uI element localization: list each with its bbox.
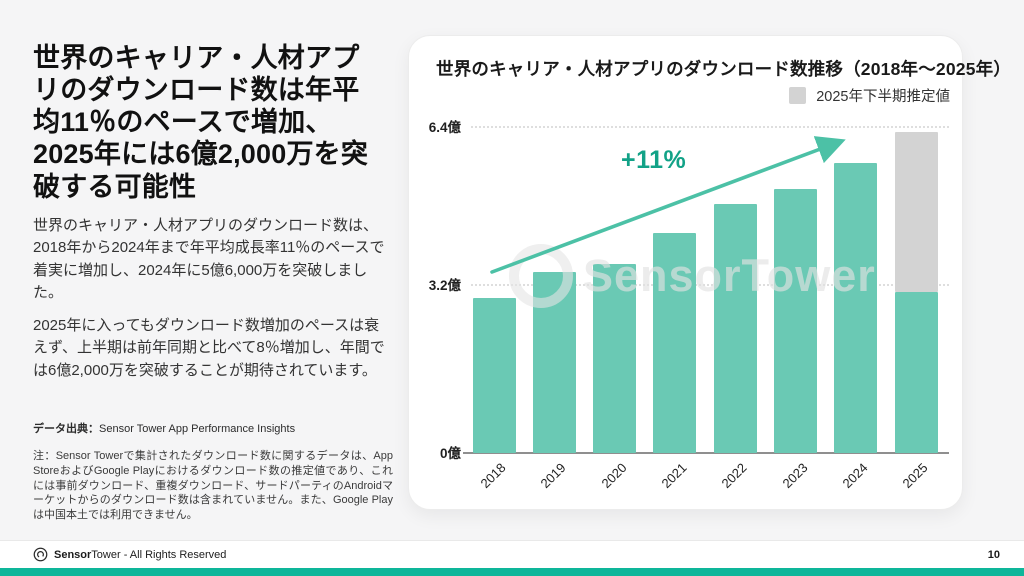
bar-2024 <box>834 162 878 453</box>
footer-brand: SensorTower - All Rights Reserved <box>33 547 226 562</box>
xlabel-2020: 2020 <box>598 460 630 492</box>
left-column: 世界のキャリア・人材アプリのダウンロード数は年平均11％のペースで増加、2025… <box>33 42 395 523</box>
bar-2025 <box>894 292 938 453</box>
chart-title: 世界のキャリア・人材アプリのダウンロード数推移（2018年〜2025年） <box>436 59 1012 79</box>
bar-2018 <box>472 297 516 453</box>
growth-annotation: +11% <box>621 146 687 174</box>
data-source-value: Sensor Tower App Performance Insights <box>99 423 296 436</box>
xlabel-2025: 2025 <box>899 460 931 492</box>
brand-tower: Tower <box>91 548 121 561</box>
x-axis-line <box>463 452 949 454</box>
chart-card: 世界のキャリア・人材アプリのダウンロード数推移（2018年〜2025年） 202… <box>408 35 1011 510</box>
xlabel-2021: 2021 <box>658 460 690 492</box>
ytick-6-4: 6.4億 <box>428 120 461 135</box>
xlabel-2023: 2023 <box>779 460 811 492</box>
bar-2025-estimate <box>894 131 938 293</box>
rights-text: - All Rights Reserved <box>120 548 227 561</box>
bar-2020 <box>593 263 637 453</box>
xlabel-2018: 2018 <box>477 460 509 492</box>
data-source-line: データ出典：Sensor Tower App Performance Insig… <box>33 420 395 436</box>
sensortower-logo-icon <box>33 547 48 562</box>
gridline-3-2 <box>471 284 949 286</box>
footer-brand-text: SensorTower - All Rights Reserved <box>54 549 226 561</box>
body-paragraph-2: 2025年に入ってもダウンロード数増加のペースは衰えず、上半期は前年同期と比べて… <box>33 316 385 379</box>
footer: SensorTower - All Rights Reserved 10 <box>0 540 1024 568</box>
brand-sensor: Sensor <box>54 548 92 561</box>
ytick-0: 0億 <box>439 446 461 461</box>
page-number: 10 <box>987 548 1000 561</box>
bar-2023 <box>774 188 817 453</box>
ytick-3-2: 3.2億 <box>428 278 461 293</box>
gridline-6-4 <box>471 126 949 128</box>
trend-arrow <box>490 136 846 274</box>
xlabel-2019: 2019 <box>537 460 569 492</box>
bar-2021 <box>653 232 697 453</box>
body-paragraph-1: 世界のキャリア・人材アプリのダウンロード数は、2018年から2024年まで年平均… <box>33 216 385 302</box>
bar-2022 <box>713 204 757 453</box>
legend-label: 2025年下半期推定値 <box>816 89 950 105</box>
plot-area: 6.4億 3.2億 0億 SensorTower +11% 2018 2019 20… <box>429 120 949 491</box>
bottom-accent-bar <box>0 568 1024 576</box>
xlabel-2022: 2022 <box>718 460 750 492</box>
data-source-label: データ出典： <box>33 423 99 436</box>
legend-swatch-estimate <box>789 87 807 104</box>
headline: 世界のキャリア・人材アプリのダウンロード数は年平均11％のペースで増加、2025… <box>33 43 369 202</box>
chart-legend: 2025年下半期推定値 <box>789 85 950 106</box>
xlabel-2024: 2024 <box>839 460 871 492</box>
footnote: 注：Sensor Towerで集計されたダウンロード数に関するデータは、App … <box>33 450 393 522</box>
